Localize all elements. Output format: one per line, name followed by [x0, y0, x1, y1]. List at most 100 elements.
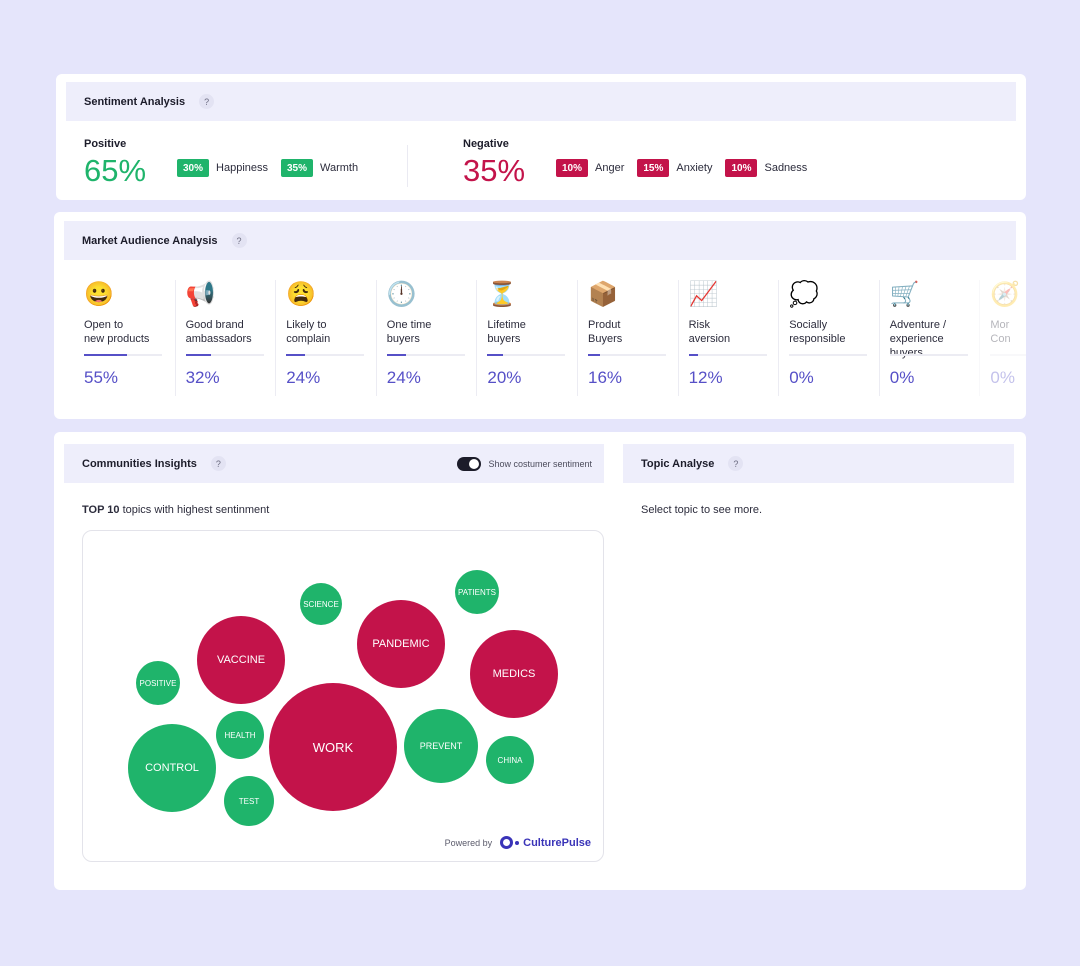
negative-tags: 10% Anger 15% Anxiety 10% Sadness	[556, 159, 820, 177]
topic-bubble-work[interactable]: WORK	[269, 683, 397, 811]
audience-label-line1: Lifetime	[487, 319, 526, 331]
audience-progress-track	[185, 354, 264, 356]
topic-bubble-china[interactable]: CHINA	[486, 736, 534, 784]
toggle-switch[interactable]	[457, 456, 482, 471]
audience-item-label: Lifetime buyers	[487, 318, 576, 346]
powered-by-label: Powered by	[444, 837, 493, 848]
audience-item[interactable]: ⏳ Lifetime buyers 20%	[476, 280, 576, 396]
audience-item[interactable]: 😩 Likely to complain 24%	[275, 280, 375, 396]
sentiment-card: Sentiment Analysis ?	[56, 74, 1026, 200]
topic-bubble-positive[interactable]: POSITIVE	[136, 661, 180, 705]
communities-title: Communities Insights	[82, 457, 197, 470]
audience-label-line2: buyers	[487, 333, 521, 345]
sentiment-header: Sentiment Analysis ?	[66, 82, 1016, 121]
shopping-cart-icon: 🛒	[889, 281, 920, 308]
topic-title: Topic Analyse	[641, 457, 715, 470]
help-icon[interactable]: ?	[210, 456, 226, 471]
audience-item-label: Mor Con	[990, 318, 1026, 346]
audience-label-line2: experience buyers	[889, 333, 944, 359]
audience-progress-fill	[286, 354, 305, 356]
topic-placeholder: Select topic to see more.	[641, 504, 763, 516]
audience-label-line2: buyers	[386, 333, 420, 345]
anxiety-badge: 15%	[637, 159, 670, 177]
audience-item[interactable]: 😀 Open to new products 55%	[74, 280, 174, 396]
audience-item-value: 24%	[286, 368, 321, 387]
audience-progress-track	[286, 354, 365, 356]
powered-by: Powered by CulturePulse	[445, 836, 591, 849]
audience-item[interactable]: 💭 Socially responsible 0%	[778, 280, 878, 396]
anger-badge: 10%	[556, 159, 589, 177]
warmth-badge: 35%	[281, 159, 314, 177]
topic-bubble-health[interactable]: HEALTH	[216, 711, 264, 759]
grinning-face-icon: 😀	[84, 281, 114, 308]
sentiment-title: Sentiment Analysis	[84, 95, 186, 108]
audience-item-value: 0%	[990, 368, 1015, 387]
happiness-label: Happiness	[216, 162, 268, 174]
help-icon[interactable]: ?	[231, 233, 247, 248]
audience-label-line2: aversion	[688, 333, 731, 345]
top-bold: TOP 10	[82, 504, 120, 516]
hourglass-icon: ⏳	[487, 281, 518, 308]
audience-item-value: 12%	[688, 368, 723, 387]
audience-item[interactable]: 🛒 Adventure / experience buyers 0%	[878, 280, 979, 396]
topic-bubble-patients[interactable]: PATIENTS	[455, 570, 499, 614]
weary-face-icon: 😩	[286, 281, 317, 308]
sadness-label: Sadness	[764, 162, 808, 174]
audience-label-line1: Risk	[688, 319, 710, 331]
topic-header: Topic Analyse ?	[623, 444, 1014, 483]
topic-bubble-vaccine[interactable]: VACCINE	[197, 616, 285, 704]
clock-icon: 🕛	[386, 281, 417, 308]
audience-item-value: 55%	[84, 368, 119, 387]
audience-item-value: 32%	[185, 368, 220, 387]
audience-progress-fill	[487, 354, 503, 356]
culturepulse-brand: CulturePulse	[523, 836, 591, 849]
audience-label-line2: responsible	[789, 333, 846, 345]
audience-item[interactable]: 📈 Risk aversion 12%	[677, 280, 778, 396]
culturepulse-logo[interactable]: CulturePulse	[500, 836, 591, 849]
audience-progress-track	[84, 354, 162, 356]
package-icon: 📦	[588, 281, 618, 308]
audience-item-value: 0%	[889, 368, 915, 387]
anger-label: Anger	[595, 162, 625, 174]
audience-item[interactable]: 📦 Produt Buyers 16%	[577, 280, 677, 396]
top-rest: topics with highest sentinment	[119, 504, 270, 516]
megaphone-icon: 📢	[185, 281, 216, 308]
audience-label-line2: Con	[990, 333, 1011, 345]
positive-block: Positive 65%	[84, 138, 146, 189]
audience-item[interactable]: 🧭 Mor Con 0%	[979, 280, 1026, 396]
topic-bubble-science[interactable]: SCIENCE	[300, 583, 342, 625]
negative-block: Negative 35%	[463, 138, 525, 189]
audience-item[interactable]: 📢 Good brand ambassadors 32%	[174, 280, 275, 396]
negative-value: 35%	[463, 153, 526, 188]
topic-bubble-pandemic[interactable]: PANDEMIC	[357, 600, 445, 688]
audience-progress-track	[990, 354, 1026, 356]
communities-header: Communities Insights ? Show costumer sen…	[64, 444, 604, 483]
audience-label-line2: complain	[286, 333, 331, 345]
audience-label-line2: Buyers	[588, 333, 623, 345]
audience-item-label: Good brand ambassadors	[186, 318, 275, 346]
audience-progress-track	[889, 354, 968, 356]
help-icon[interactable]: ?	[728, 456, 744, 471]
audience-progress-fill	[185, 354, 211, 356]
topic-bubble-control[interactable]: CONTROL	[128, 724, 216, 812]
audience-progress-track	[588, 354, 666, 356]
audience-item[interactable]: 🕛 One time buyers 24%	[375, 280, 476, 396]
audience-label-line1: Good brand	[185, 319, 244, 331]
compass-icon: 🧭	[990, 281, 1021, 308]
warmth-label: Warmth	[320, 162, 359, 174]
happiness-badge: 30%	[177, 159, 210, 177]
topic-bubble-prevent[interactable]: PREVENT	[404, 709, 478, 783]
topic-bubble-test[interactable]: TEST	[224, 776, 274, 826]
culturepulse-mark-icon	[500, 836, 514, 849]
audience-item-label: One time buyers	[387, 318, 476, 346]
toggle-label: Show costumer sentiment	[488, 458, 592, 469]
audience-progress-track	[487, 354, 566, 356]
audience-progress-track	[789, 354, 868, 356]
audience-label-line2: new products	[84, 333, 150, 345]
positive-tags: 30% Happiness 35% Warmth	[177, 159, 371, 177]
topic-bubble-medics[interactable]: MEDICS	[470, 630, 558, 718]
sentiment-toggle[interactable]: Show costumer sentiment	[457, 456, 592, 471]
audience-progress-fill	[84, 354, 127, 356]
help-icon[interactable]: ?	[199, 94, 215, 109]
sentiment-divider	[407, 145, 408, 187]
